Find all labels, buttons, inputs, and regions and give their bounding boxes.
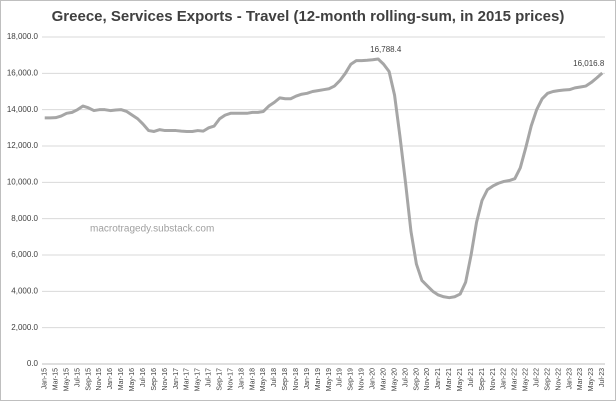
x-tick-label: Sep-16 <box>151 368 158 391</box>
y-tick-label: 12,000.0 <box>7 141 39 150</box>
chart-title: Greece, Services Exports - Travel (12-mo… <box>52 8 565 25</box>
x-tick-label: Jul-21 <box>468 368 475 387</box>
x-tick-label: May-16 <box>129 368 136 391</box>
x-tick-label: Sep-18 <box>282 368 289 391</box>
x-tick-label: Sep-20 <box>413 368 420 391</box>
x-tick-label: Jan-16 <box>107 368 114 390</box>
x-tick-label: Sep-22 <box>544 368 551 391</box>
x-tick-label: Nov-22 <box>555 368 562 391</box>
x-tick-label: Jul-15 <box>74 368 81 387</box>
x-tick-label: Nov-17 <box>227 368 234 391</box>
y-tick-label: 0.0 <box>27 359 39 368</box>
y-tick-label: 10,000.0 <box>7 177 39 186</box>
y-tick-label: 6,000.0 <box>11 250 38 259</box>
x-tick-label: Jan-21 <box>435 368 442 390</box>
y-tick-label: 4,000.0 <box>11 286 38 295</box>
x-tick-label: Mar-18 <box>249 368 256 390</box>
x-tick-label: Jan-19 <box>304 368 311 390</box>
x-tick-label: Nov-18 <box>293 368 300 391</box>
x-tick-label: Mar-22 <box>512 368 519 390</box>
x-tick-label: Nov-15 <box>96 368 103 391</box>
x-tick-label: Sep-17 <box>216 368 223 391</box>
x-tick-label: Nov-16 <box>162 368 169 391</box>
x-tick-label: Jul-18 <box>271 368 278 387</box>
x-tick-label: Nov-20 <box>424 368 431 391</box>
y-tick-label: 18,000.0 <box>7 32 39 41</box>
x-tick-label: Mar-16 <box>118 368 125 390</box>
x-tick-label: Mar-19 <box>315 368 322 390</box>
x-tick-label: Mar-21 <box>446 368 453 390</box>
x-tick-label: Mar-20 <box>380 368 387 390</box>
watermark: macrotragedy.substack.com <box>90 224 214 235</box>
x-tick-label: Sep-19 <box>348 368 355 391</box>
x-tick-label: Mar-15 <box>53 368 60 390</box>
x-tick-label: Jul-16 <box>140 368 147 387</box>
y-tick-label: 2,000.0 <box>11 323 38 332</box>
data-line <box>44 57 604 300</box>
x-tick-label: May-15 <box>63 368 70 391</box>
x-tick-label: May-22 <box>523 368 530 391</box>
x-tick-label: Jan-17 <box>173 368 180 390</box>
x-tick-label: Nov-21 <box>490 368 497 391</box>
x-tick-label: Jul-17 <box>206 368 213 387</box>
x-tick-label: Jan-23 <box>566 368 573 390</box>
data-label: 16,788.4 <box>370 45 402 54</box>
x-tick-label: Sep-21 <box>479 368 486 391</box>
y-tick-label: 14,000.0 <box>7 105 39 114</box>
x-tick-label: May-21 <box>457 368 464 391</box>
x-tick-label: Jul-20 <box>402 368 409 387</box>
x-tick-label: Mar-17 <box>184 368 191 390</box>
data-label: 16,016.8 <box>573 59 605 68</box>
x-tick-label: Sep-15 <box>85 368 92 391</box>
x-tick-label: Jul-19 <box>337 368 344 387</box>
x-tick-label: Jul-23 <box>599 368 606 387</box>
x-tick-label: Nov-19 <box>359 368 366 391</box>
x-tick-label: Jan-18 <box>238 368 245 390</box>
x-tick-label: May-17 <box>195 368 202 391</box>
x-tick-label: May-23 <box>588 368 595 391</box>
x-tick-label: May-20 <box>391 368 398 391</box>
y-tick-label: 8,000.0 <box>11 214 38 223</box>
x-tick-label: Jan-15 <box>42 368 49 390</box>
x-tick-label: Mar-23 <box>577 368 584 390</box>
x-tick-label: May-18 <box>260 368 267 391</box>
x-tick-label: Jul-22 <box>534 368 541 387</box>
x-tick-label: May-19 <box>326 368 333 391</box>
y-tick-label: 16,000.0 <box>7 68 39 77</box>
x-tick-label: Jan-22 <box>501 368 508 390</box>
x-tick-label: Jan-20 <box>370 368 377 390</box>
